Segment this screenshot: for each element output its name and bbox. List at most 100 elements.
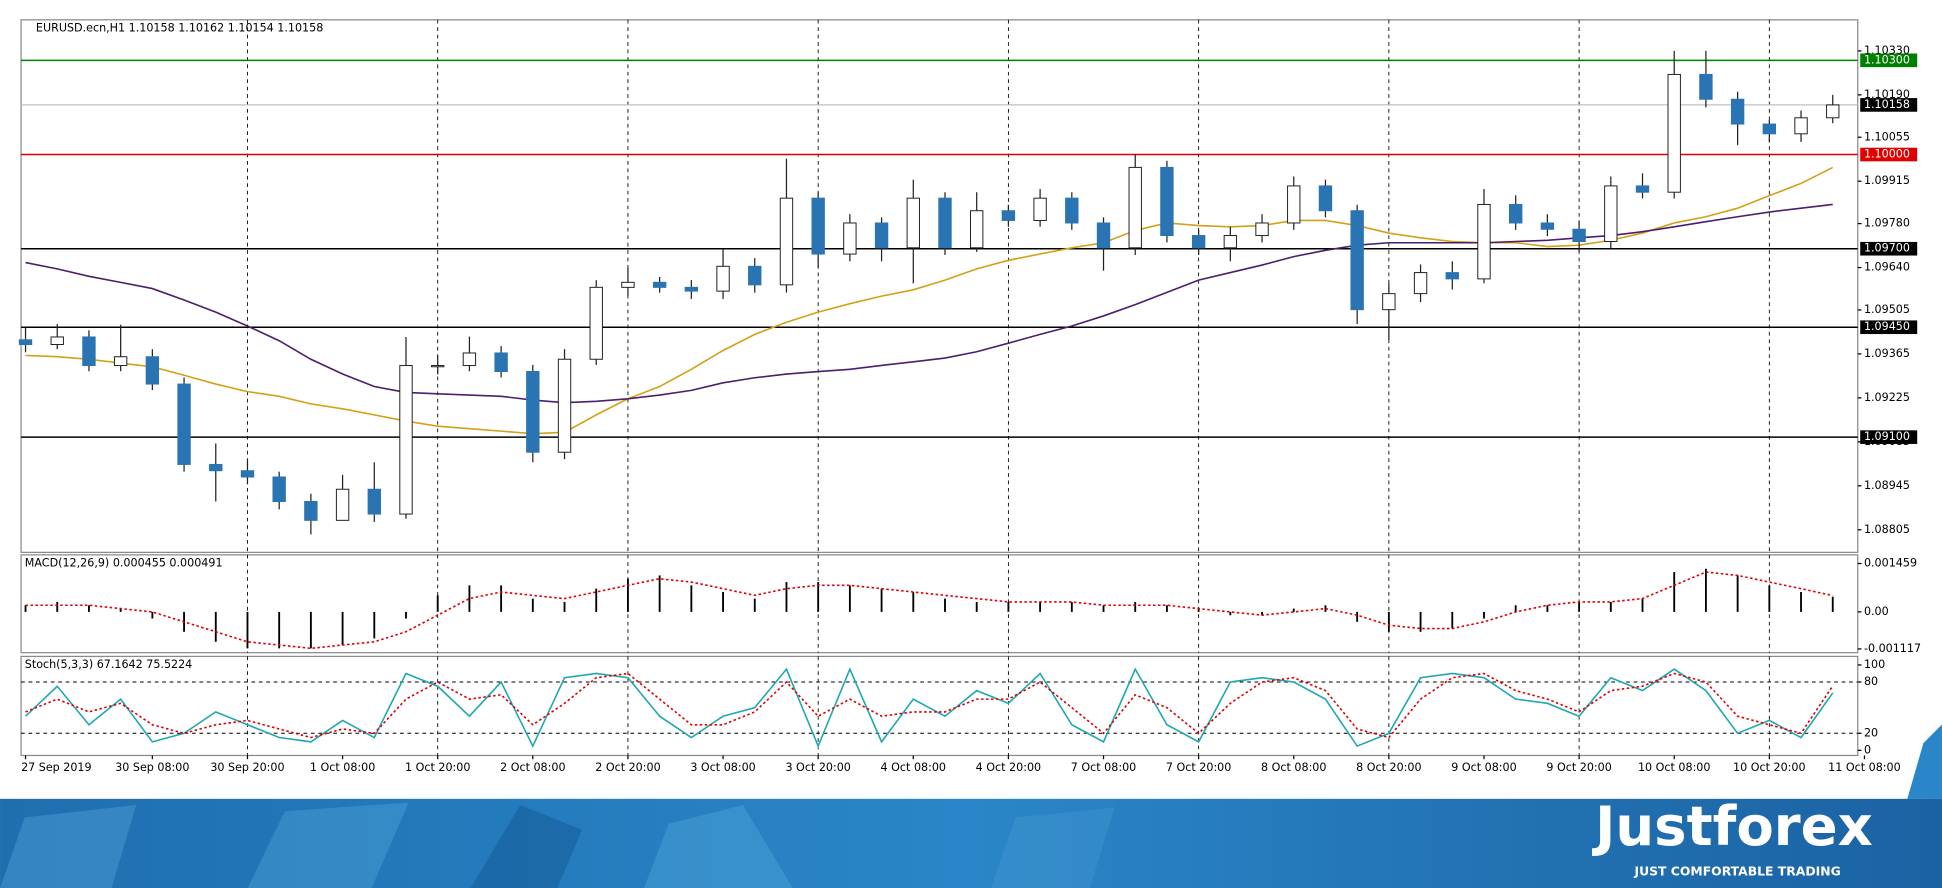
x-tick-label: 30 Sep 08:00 <box>115 761 189 774</box>
candle-body <box>1826 104 1840 119</box>
candle-body <box>1191 235 1206 249</box>
x-tick-label: 8 Oct 08:00 <box>1261 761 1326 774</box>
candle-body <box>240 470 255 478</box>
candle-body <box>1318 185 1333 212</box>
candle-body <box>1223 235 1238 249</box>
y-tick-label: 1.09780 <box>1864 217 1910 230</box>
candle-body <box>1001 210 1016 221</box>
candle-body <box>906 197 920 249</box>
candle-body <box>621 281 635 288</box>
level-label-box <box>1860 320 1918 335</box>
footer-logo: Justforex <box>1591 794 1873 858</box>
candle-body <box>304 501 318 521</box>
y-tick-label: 20 <box>1864 726 1878 739</box>
moving-average <box>25 203 1833 404</box>
level-label: 1.09450 <box>1864 320 1910 333</box>
candle-body <box>177 383 191 465</box>
candle-body <box>748 265 762 286</box>
candle-body <box>716 265 730 292</box>
y-tick-label: 0 <box>1864 743 1871 756</box>
x-tick-label: 7 Oct 08:00 <box>1071 761 1136 774</box>
candle-body <box>82 336 96 367</box>
footer-tagline: JUST COMFORTABLE TRADING <box>1633 864 1840 878</box>
panel-title: MACD(12,26,9) 0.000455 0.000491 <box>25 557 223 570</box>
candle-body <box>1540 222 1555 230</box>
panel-title: Stoch(5,3,3) 67.1642 75.5224 <box>25 658 192 671</box>
y-tick-label: -0.001117 <box>1864 642 1921 655</box>
candle-body <box>1065 197 1079 224</box>
stoch-line <box>24 667 1834 749</box>
candle-body <box>1572 228 1586 242</box>
candle-body <box>652 281 667 288</box>
x-tick-label: 7 Oct 20:00 <box>1166 761 1231 774</box>
candle-body <box>1382 293 1396 311</box>
candle-body <box>431 365 445 368</box>
banner-background <box>0 798 1942 888</box>
x-tick-label: 9 Oct 08:00 <box>1451 761 1516 774</box>
y-tick-label: 1.08805 <box>1864 523 1910 536</box>
y-tick-label: 1.10190 <box>1864 88 1910 101</box>
candle-body <box>557 358 572 453</box>
candle-body <box>874 222 889 249</box>
corner-decoration <box>1907 724 1942 799</box>
level-label: 1.10300 <box>1864 53 1910 66</box>
banner-shape <box>247 802 409 888</box>
banner-shape <box>644 805 793 888</box>
candle-body <box>1477 203 1491 280</box>
x-tick-label: 10 Oct 20:00 <box>1733 761 1806 774</box>
candle-body <box>1287 185 1301 224</box>
candle-body <box>779 197 794 286</box>
panel-frame <box>20 655 1859 757</box>
candle-body <box>494 352 508 372</box>
y-tick-label: 1.09225 <box>1864 391 1910 404</box>
level-label: 1.09700 <box>1864 242 1910 255</box>
candle-body <box>843 222 857 255</box>
candle-body <box>1509 203 1523 224</box>
moving-average <box>25 166 1834 435</box>
last-price-label: 1.10158 <box>1864 98 1910 111</box>
level-label-box <box>1860 147 1918 162</box>
candle-body <box>526 371 540 453</box>
level-label-box <box>1860 241 1918 256</box>
y-tick-label: 1.10055 <box>1864 130 1910 143</box>
level-label: 1.09100 <box>1864 430 1910 443</box>
y-tick-label: 1.09640 <box>1864 261 1910 274</box>
candle-body <box>113 356 128 367</box>
candle-body <box>684 286 699 292</box>
x-tick-label: 3 Oct 08:00 <box>690 761 755 774</box>
y-tick-label: 1.09365 <box>1864 347 1910 360</box>
candle-body <box>1255 222 1269 237</box>
candle-body <box>272 476 286 502</box>
candle-body <box>1033 197 1047 221</box>
candle-body <box>1096 222 1111 249</box>
candle-body <box>1762 123 1777 135</box>
banner-shape <box>990 807 1115 888</box>
candle-body <box>1794 117 1808 135</box>
x-tick-label: 1 Oct 08:00 <box>310 761 375 774</box>
candle-body <box>589 286 603 360</box>
x-tick-label: 10 Oct 08:00 <box>1638 761 1711 774</box>
candle-body <box>1635 185 1650 193</box>
candle-body <box>462 352 477 367</box>
x-tick-label: 27 Sep 2019 <box>21 761 92 774</box>
x-tick-label: 30 Sep 20:00 <box>210 761 284 774</box>
candle-body <box>1604 185 1618 242</box>
y-tick-label: 1.08945 <box>1864 479 1910 492</box>
x-tick-label: 2 Oct 20:00 <box>595 761 660 774</box>
candle-body <box>1413 272 1428 295</box>
x-tick-label: 3 Oct 20:00 <box>785 761 850 774</box>
candle-body <box>145 356 160 385</box>
candle-body <box>1350 210 1364 311</box>
x-tick-label: 9 Oct 20:00 <box>1546 761 1611 774</box>
level-label: 1.10000 <box>1864 148 1910 161</box>
x-tick-label: 11 Oct 08:00 <box>1828 761 1901 774</box>
x-tick-label: 4 Oct 08:00 <box>881 761 946 774</box>
panel-title: EURUSD.ecn,H1 1.10158 1.10162 1.10154 1.… <box>36 21 323 34</box>
x-tick-label: 1 Oct 20:00 <box>405 761 470 774</box>
panel-frame <box>20 19 1859 553</box>
panel-frame <box>20 554 1859 654</box>
last-price-box <box>1860 98 1918 112</box>
candle-body <box>1160 166 1174 237</box>
candle-body <box>1445 272 1459 280</box>
